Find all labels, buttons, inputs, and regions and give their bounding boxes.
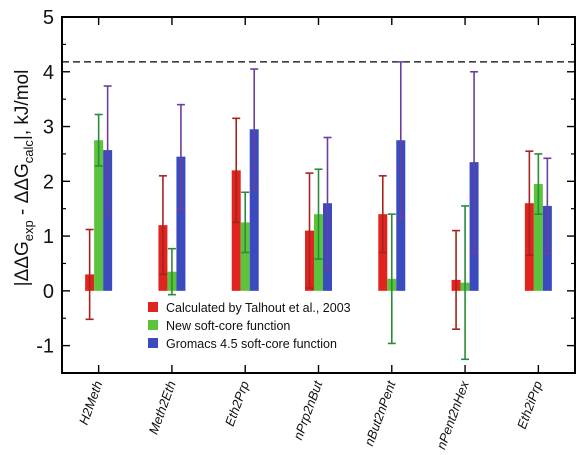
x-category-label: nPrp2nBut	[290, 378, 326, 442]
y-tick-label: 4	[43, 62, 54, 84]
y-tick-label: 0	[43, 281, 54, 303]
error-bar-green-nbut2npent	[387, 213, 396, 345]
error-bar-blue-nbut2npent	[396, 61, 405, 220]
error-bar-red-eth2iprp	[525, 150, 534, 257]
error-bar-green-h2meth	[94, 113, 103, 167]
legend-swatch-green	[148, 320, 158, 330]
y-tick-label: 3	[43, 117, 54, 139]
error-bar-red-nprp2nbut	[305, 172, 314, 289]
legend-label-green: New soft-core function	[166, 319, 290, 333]
error-bar-green-meth2eth	[167, 247, 176, 296]
x-category-label: nPent2nHex	[433, 378, 472, 451]
error-bar-blue-nprp2nbut	[323, 136, 332, 270]
bar-green-eth2iprp	[533, 184, 543, 291]
error-bar-green-eth2iprp	[534, 153, 543, 215]
bar-blue-h2meth	[103, 150, 113, 291]
legend-label-blue: Gromacs 4.5 soft-core function	[166, 337, 337, 351]
error-bar-blue-eth2iprp	[543, 157, 552, 255]
error-bar-red-meth2eth	[158, 175, 167, 276]
x-category-label: Meth2Eth	[146, 379, 179, 436]
bar-red-eth2prp	[231, 170, 241, 291]
y-tick-label: 5	[43, 7, 54, 29]
x-category-label: nBut2nPent	[361, 378, 399, 448]
y-tick-label: 1	[43, 226, 54, 248]
x-category-label: H2Meth	[76, 379, 106, 427]
error-bar-red-eth2prp	[232, 117, 241, 224]
plot-area	[61, 16, 576, 374]
y-tick-label: 2	[43, 171, 54, 193]
error-bar-blue-meth2eth	[176, 103, 185, 210]
error-bar-red-h2meth	[85, 228, 94, 321]
bar-blue-eth2prp	[249, 129, 259, 291]
error-bar-blue-npent2nhex	[470, 70, 479, 254]
y-axis-label: |ΔΔGexp - ΔΔGcalc|, kJ/mol	[12, 70, 36, 287]
legend: Calculated by Talhout et al., 2003 New so…	[148, 301, 351, 351]
error-bar-blue-eth2prp	[250, 68, 259, 191]
y-axis-ticks: -1 0 1 2 3 4 5	[36, 7, 575, 358]
y-tick-label: -1	[36, 336, 54, 358]
error-bar-green-eth2prp	[241, 191, 250, 254]
x-category-label: Eth2Prp	[222, 379, 252, 428]
error-bar-red-npent2nhex	[452, 229, 461, 330]
error-bar-blue-h2meth	[103, 85, 112, 215]
legend-swatch-red	[148, 302, 158, 312]
x-category-label: Eth2iPrp	[514, 379, 545, 431]
bar-green-h2meth	[94, 140, 104, 291]
bar-green-eth2prp	[240, 222, 250, 291]
y-axis-label-text: |ΔΔGexp - ΔΔGcalc|, kJ/mol	[12, 70, 36, 287]
error-bar-green-npent2nhex	[461, 205, 470, 361]
legend-label-red: Calculated by Talhout et al., 2003	[166, 301, 351, 315]
error-bar-green-nprp2nbut	[314, 168, 323, 260]
legend-swatch-blue	[148, 338, 158, 348]
error-bar-red-nbut2npent	[378, 175, 387, 254]
bar-blue-meth2eth	[176, 156, 186, 291]
